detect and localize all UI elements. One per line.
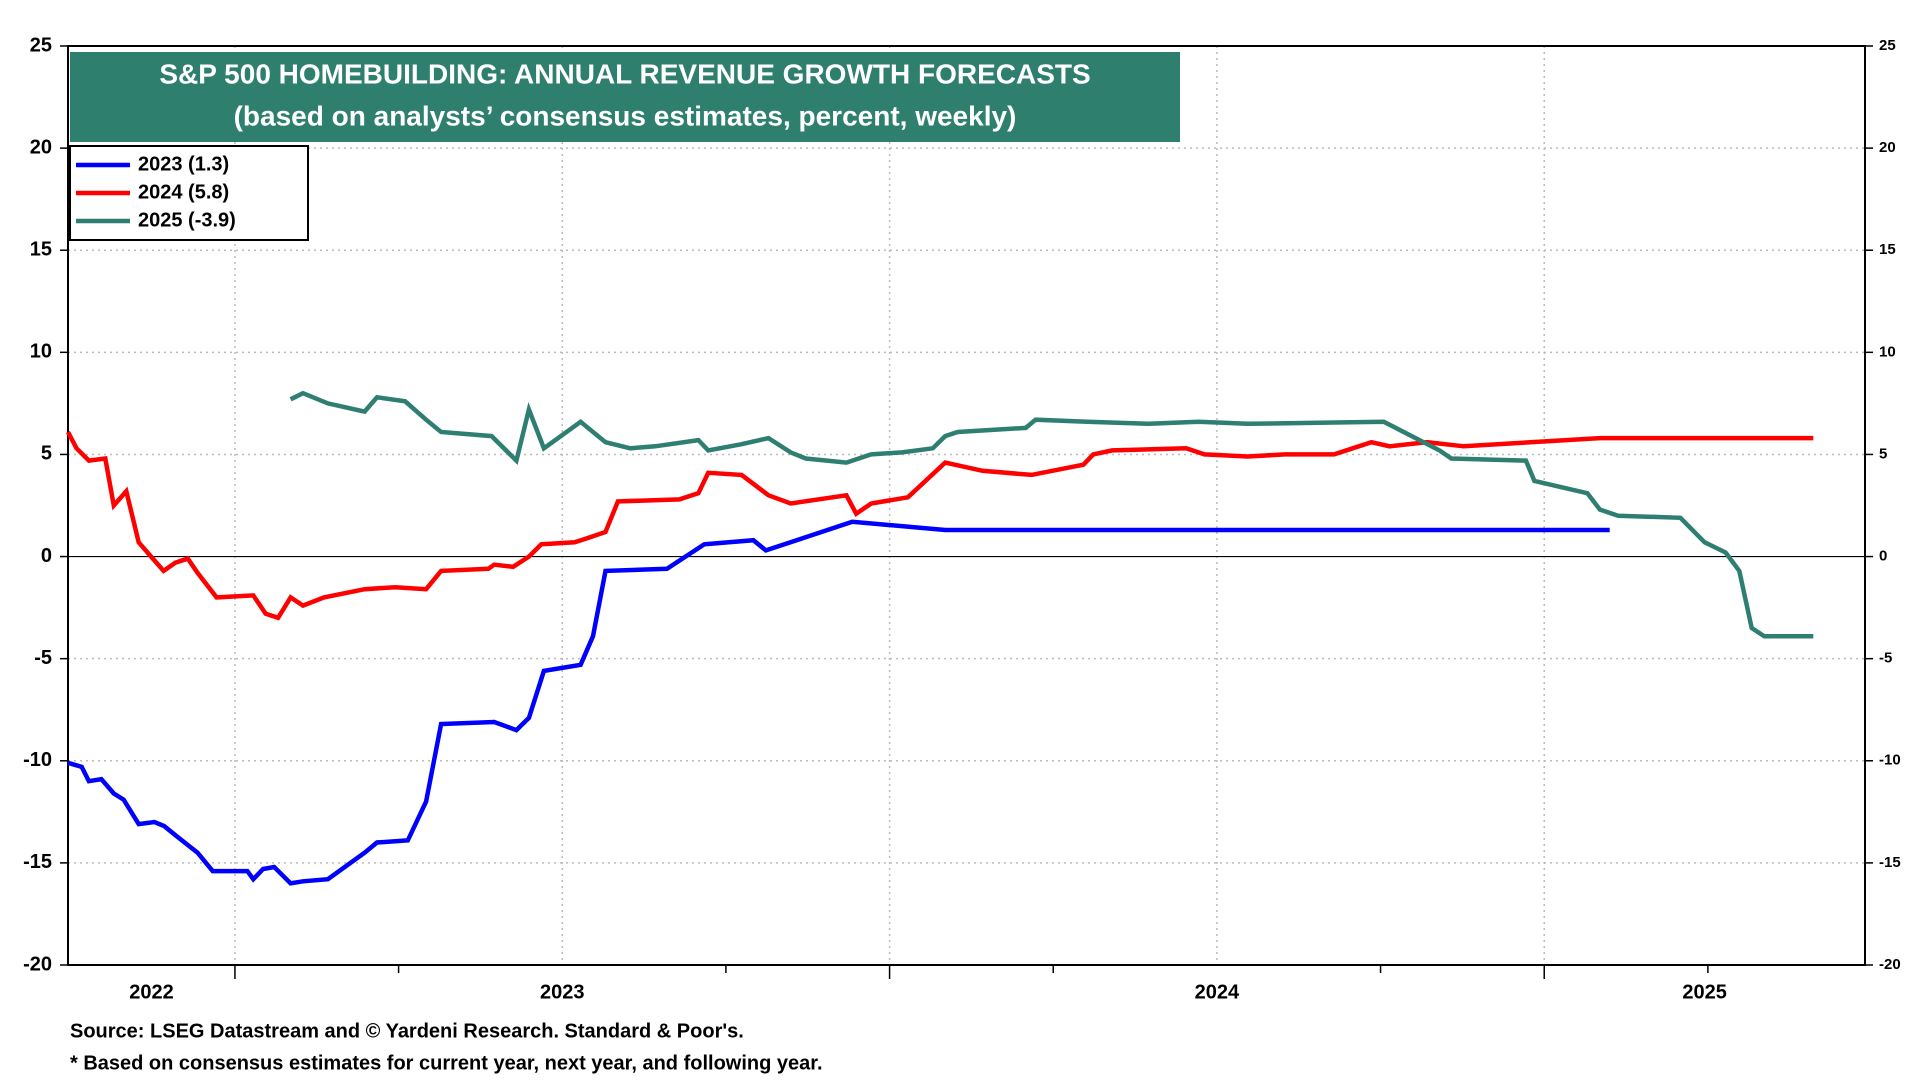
y2-tick-label: 20 (1879, 139, 1896, 156)
x-tick-label: 2022 (129, 981, 174, 1003)
series-line (66, 430, 1814, 621)
y-tick-label: 20 (30, 136, 52, 158)
plot-frame (67, 45, 1866, 966)
y2-tick-label: 5 (1879, 445, 1887, 462)
y-tick-label: -10 (23, 749, 52, 771)
x-tick-label: 2024 (1195, 981, 1240, 1003)
y-tick-label: 10 (30, 341, 52, 363)
x-tick-label: 2023 (540, 981, 585, 1003)
y2-tick-label: 25 (1879, 37, 1896, 54)
y-tick-label: 0 (41, 545, 52, 567)
y2-tick-label: -15 (1879, 854, 1901, 871)
y-tick-label: 5 (41, 443, 52, 465)
series-line (289, 390, 1814, 639)
y2-tick-label: 0 (1879, 548, 1887, 565)
footnote: * Based on consensus estimates for curre… (70, 1052, 823, 1074)
title-box (70, 52, 1180, 142)
y-tick-label: 25 (30, 34, 52, 56)
chart-subtitle: (based on analysts’ consensus estimates,… (234, 100, 1017, 131)
x-tick-label: 2025 (1682, 981, 1727, 1003)
chart-title: S&P 500 HOMEBUILDING: ANNUAL REVENUE GRO… (159, 58, 1090, 89)
series-line (67, 519, 1610, 886)
legend-label: 2023 (1.3) (138, 153, 229, 175)
y2-tick-label: 15 (1879, 241, 1896, 258)
y-tick-label: -15 (23, 851, 52, 873)
legend-label: 2025 (-3.9) (138, 209, 236, 231)
y2-tick-label: -10 (1879, 752, 1901, 769)
y2-tick-label: -20 (1879, 956, 1901, 973)
y-tick-label: 15 (30, 239, 52, 261)
legend-label: 2024 (5.8) (138, 181, 229, 203)
y-tick-label: -20 (23, 953, 52, 975)
source-note: Source: LSEG Datastream and © Yardeni Re… (70, 1020, 744, 1042)
y2-tick-label: 10 (1879, 343, 1896, 360)
y2-tick-label: -5 (1879, 650, 1892, 667)
y-tick-label: -5 (34, 647, 52, 669)
